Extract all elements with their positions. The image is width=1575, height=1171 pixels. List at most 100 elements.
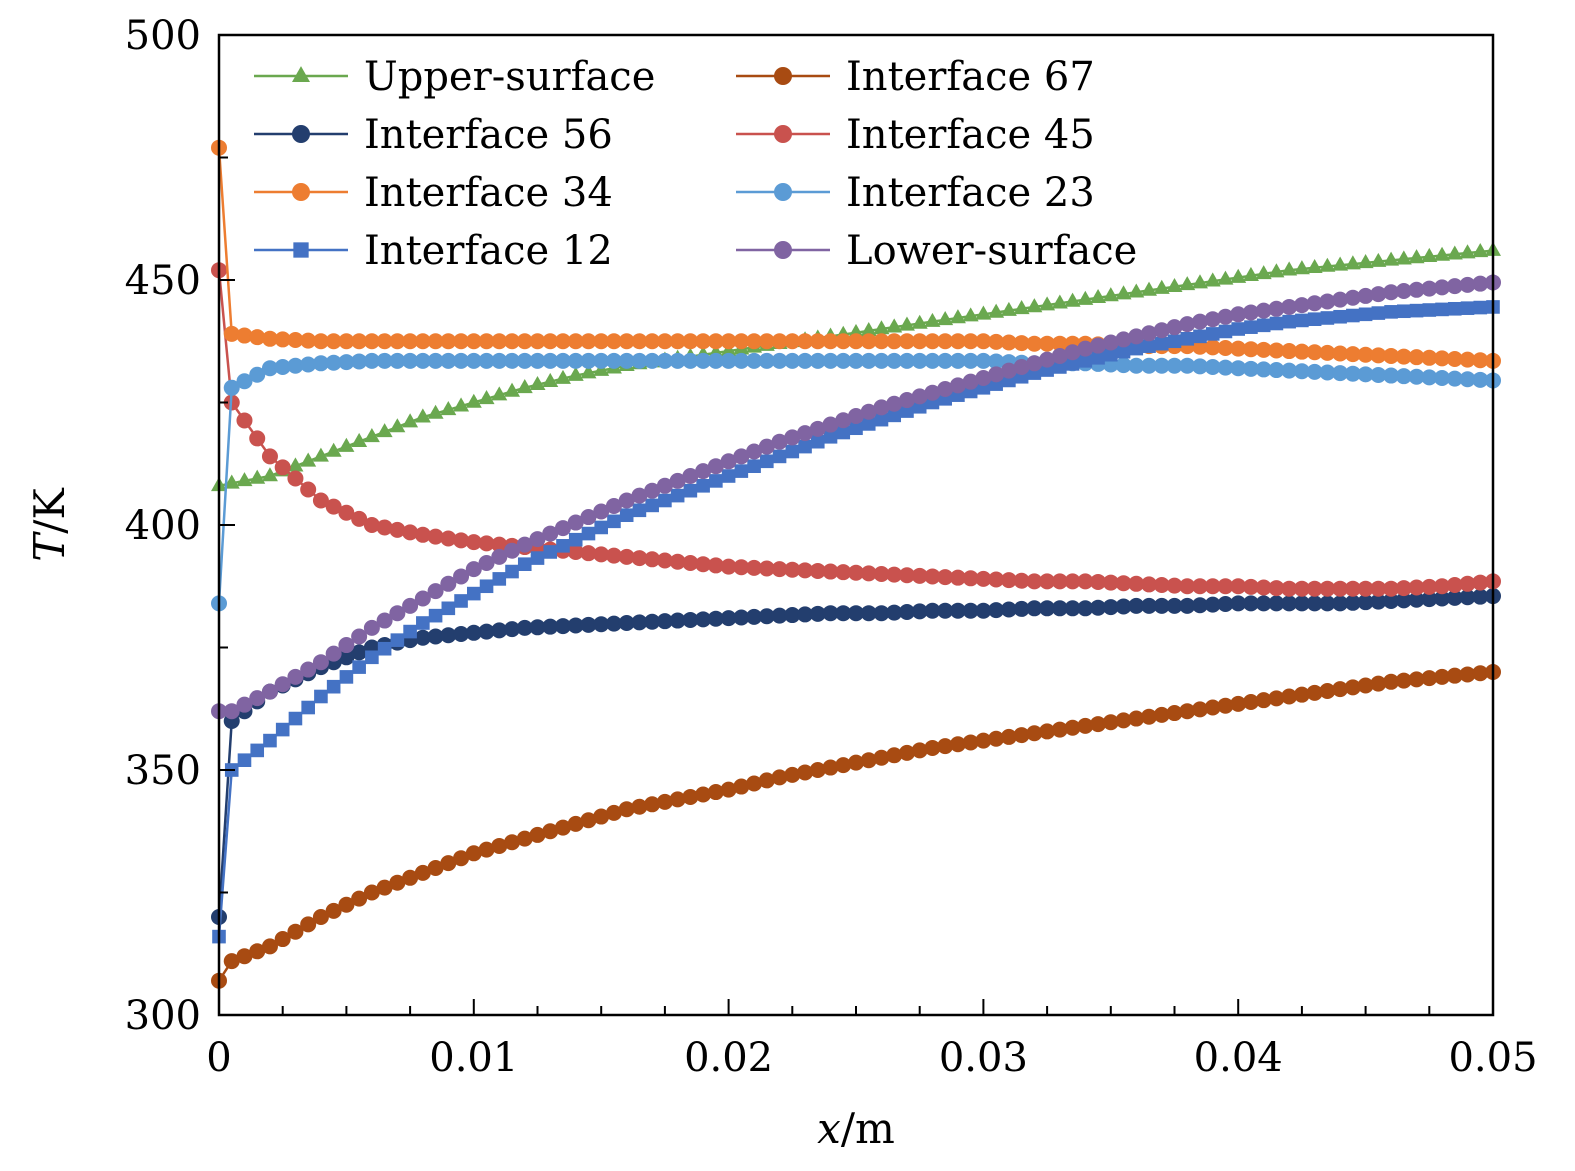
data-point-interface-23 <box>1446 370 1463 387</box>
data-point-interface-23 <box>223 379 240 396</box>
data-point-interface-12 <box>1167 334 1182 349</box>
data-point-interface-23 <box>1255 361 1272 378</box>
data-point-interface-45 <box>376 519 393 536</box>
data-point-interface-67 <box>682 788 699 805</box>
data-point-upper-surface <box>1319 257 1336 272</box>
legend-entry-interface-45: Interface 45 <box>736 112 1095 158</box>
data-point-interface-34 <box>236 327 253 344</box>
data-point-interface-67 <box>363 884 380 901</box>
data-point-interface-12 <box>861 417 876 431</box>
data-point-lower-surface <box>771 433 788 450</box>
y-tick-label: 350 <box>125 748 201 794</box>
data-point-upper-surface <box>504 382 521 397</box>
data-point-interface-45 <box>758 560 775 577</box>
data-point-upper-surface <box>1242 266 1259 281</box>
data-point-upper-surface <box>949 309 966 324</box>
x-axis-title: x/m <box>817 1104 895 1153</box>
data-point-lower-surface <box>784 429 801 446</box>
data-point-lower-surface <box>1306 295 1323 312</box>
data-point-interface-45 <box>300 481 317 498</box>
data-point-interface-34 <box>542 333 559 350</box>
data-point-upper-surface <box>236 472 253 487</box>
data-point-interface-12 <box>645 498 659 513</box>
data-point-interface-23 <box>797 352 814 369</box>
data-point-interface-12 <box>1409 303 1424 318</box>
data-point-interface-23 <box>873 352 890 369</box>
data-point-interface-12 <box>1091 350 1105 365</box>
data-point-interface-23 <box>733 352 750 369</box>
data-point-interface-34 <box>465 333 482 350</box>
data-point-lower-surface <box>261 683 278 700</box>
data-point-lower-surface <box>1000 362 1017 379</box>
data-point-interface-34 <box>886 333 903 350</box>
data-point-interface-45 <box>707 557 724 574</box>
data-point-upper-surface <box>223 474 240 489</box>
data-point-interface-12 <box>1244 320 1258 334</box>
data-point-lower-surface <box>975 370 992 386</box>
data-point-interface-23 <box>835 352 852 369</box>
data-point-interface-56 <box>1102 599 1119 616</box>
data-point-interface-56 <box>898 603 915 620</box>
data-point-interface-23 <box>860 352 877 369</box>
x-tick-label: 0 <box>206 1035 231 1081</box>
data-point-interface-67 <box>848 754 864 771</box>
data-point-interface-67 <box>402 869 419 886</box>
data-point-interface-45 <box>988 571 1005 588</box>
data-point-upper-surface <box>898 316 915 331</box>
data-point-interface-12 <box>594 520 608 535</box>
legend-swatch-marker <box>293 242 309 258</box>
data-point-interface-67 <box>1000 728 1017 745</box>
data-point-upper-surface <box>1013 299 1030 315</box>
data-point-interface-12 <box>1346 308 1360 323</box>
data-point-interface-12 <box>810 434 825 449</box>
data-point-interface-56 <box>822 605 839 622</box>
data-point-interface-34 <box>1204 339 1221 356</box>
data-point-interface-56 <box>669 612 686 629</box>
data-point-interface-56 <box>733 609 750 626</box>
data-point-lower-surface <box>758 438 775 455</box>
data-point-interface-12 <box>250 743 265 758</box>
data-point-interface-45 <box>962 570 979 587</box>
legend-label: Lower-surface <box>846 228 1137 274</box>
data-point-interface-67 <box>1115 712 1132 729</box>
data-point-interface-45 <box>1077 573 1094 590</box>
data-point-interface-12 <box>683 483 698 498</box>
data-point-interface-34 <box>937 333 954 350</box>
data-point-interface-34 <box>1268 342 1285 359</box>
data-point-interface-34 <box>1408 349 1425 366</box>
y-tick-label: 500 <box>125 13 201 59</box>
data-point-interface-67 <box>249 943 266 960</box>
data-point-interface-23 <box>1319 364 1336 381</box>
data-point-interface-45 <box>1051 573 1068 590</box>
x-tick-label: 0.01 <box>429 1035 518 1081</box>
legend-entry-interface-12: Interface 12 <box>254 228 613 274</box>
data-point-interface-67 <box>669 791 686 808</box>
data-point-interface-34 <box>618 333 635 350</box>
data-point-interface-45 <box>1039 573 1056 590</box>
data-point-interface-56 <box>1472 588 1489 605</box>
data-point-interface-23 <box>1344 365 1361 382</box>
data-point-interface-45 <box>1421 578 1438 595</box>
data-point-interface-45 <box>1141 576 1158 593</box>
x-axis-unit: /m <box>841 1104 895 1153</box>
data-point-interface-12 <box>1129 341 1144 356</box>
data-point-interface-67 <box>1191 701 1208 718</box>
data-point-lower-surface <box>1383 284 1400 301</box>
data-point-interface-45 <box>937 569 954 586</box>
data-point-lower-surface <box>988 366 1005 383</box>
data-point-interface-34 <box>427 333 444 350</box>
data-point-upper-surface <box>1204 272 1221 287</box>
data-point-interface-56 <box>1408 591 1425 608</box>
legend-label: Interface 56 <box>364 112 613 158</box>
data-point-interface-12 <box>772 449 787 464</box>
data-point-lower-surface <box>1077 340 1094 357</box>
data-point-upper-surface <box>414 408 431 423</box>
data-point-interface-34 <box>261 330 278 347</box>
data-point-interface-67 <box>465 845 482 862</box>
data-point-interface-23 <box>516 352 533 369</box>
data-point-upper-surface <box>1421 247 1438 263</box>
data-point-interface-45 <box>860 565 877 582</box>
data-point-interface-45 <box>1153 577 1170 594</box>
data-point-interface-45 <box>1255 579 1272 596</box>
data-point-interface-12 <box>849 421 863 436</box>
